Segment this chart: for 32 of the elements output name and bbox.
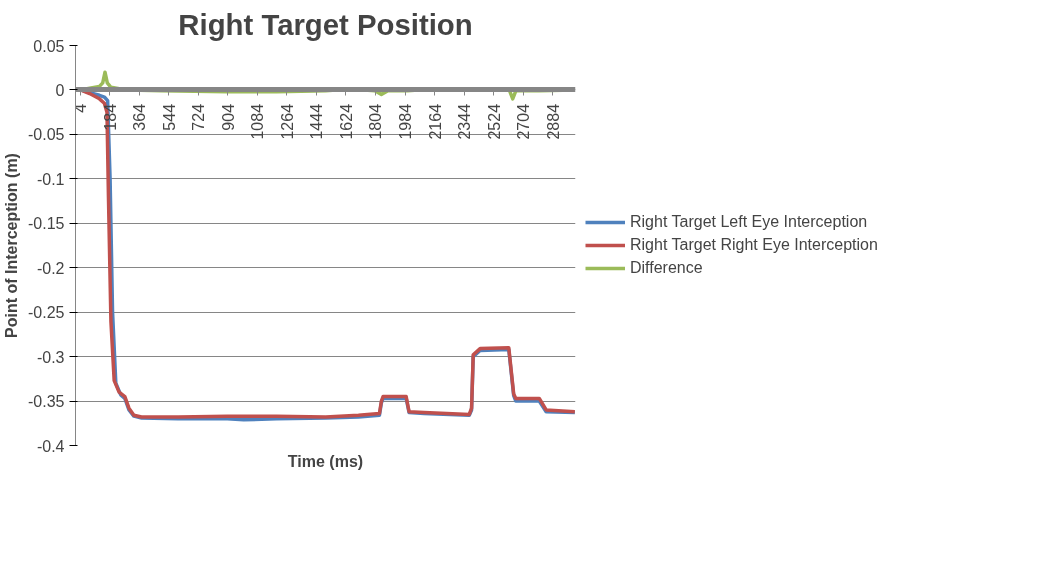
x-tick-label: 544 [160, 103, 178, 131]
y-tick-label: -0.3 [36, 348, 65, 366]
x-tick-label: 904 [219, 103, 237, 131]
x-tick-label: 1444 [308, 103, 326, 140]
legend-label: Right Target Right Eye Interception [630, 236, 878, 254]
y-tick-label: -0.25 [28, 304, 65, 322]
x-axis-title: Time (ms) [287, 452, 364, 470]
y-tick-label: 0 [55, 81, 65, 99]
x-tick-label: 2344 [456, 103, 474, 140]
y-tick-label: -0.1 [36, 170, 65, 188]
x-tick-label: 2884 [544, 103, 562, 140]
y-tick-label: -0.35 [28, 393, 65, 411]
y-tick-label: -0.2 [36, 259, 65, 277]
chart-title: Right Target Position [178, 7, 473, 41]
x-tick-label: 2164 [426, 103, 444, 140]
x-tick-label: 1624 [337, 103, 355, 140]
legend-label: Right Target Left Eye Interception [630, 213, 868, 231]
x-tick-label: 724 [190, 103, 208, 131]
x-tick-label: 1984 [397, 103, 415, 140]
y-tick-label: -0.15 [28, 215, 65, 233]
y-tick-label: -0.05 [28, 126, 65, 144]
y-tick-label: -0.4 [36, 437, 65, 455]
x-tick-label: 1264 [278, 103, 296, 140]
x-tick-label: 2704 [515, 103, 533, 140]
y-axis-title: Point of Interception (m) [3, 153, 21, 338]
x-tick-label: 184 [101, 103, 119, 131]
x-tick-label: 1084 [249, 103, 267, 140]
x-tick-label: 364 [131, 103, 149, 131]
legend-label: Difference [630, 259, 703, 277]
y-tick-label: 0.05 [33, 37, 65, 55]
x-tick-label: 1804 [367, 103, 385, 140]
x-tick-label: 2524 [485, 103, 503, 140]
